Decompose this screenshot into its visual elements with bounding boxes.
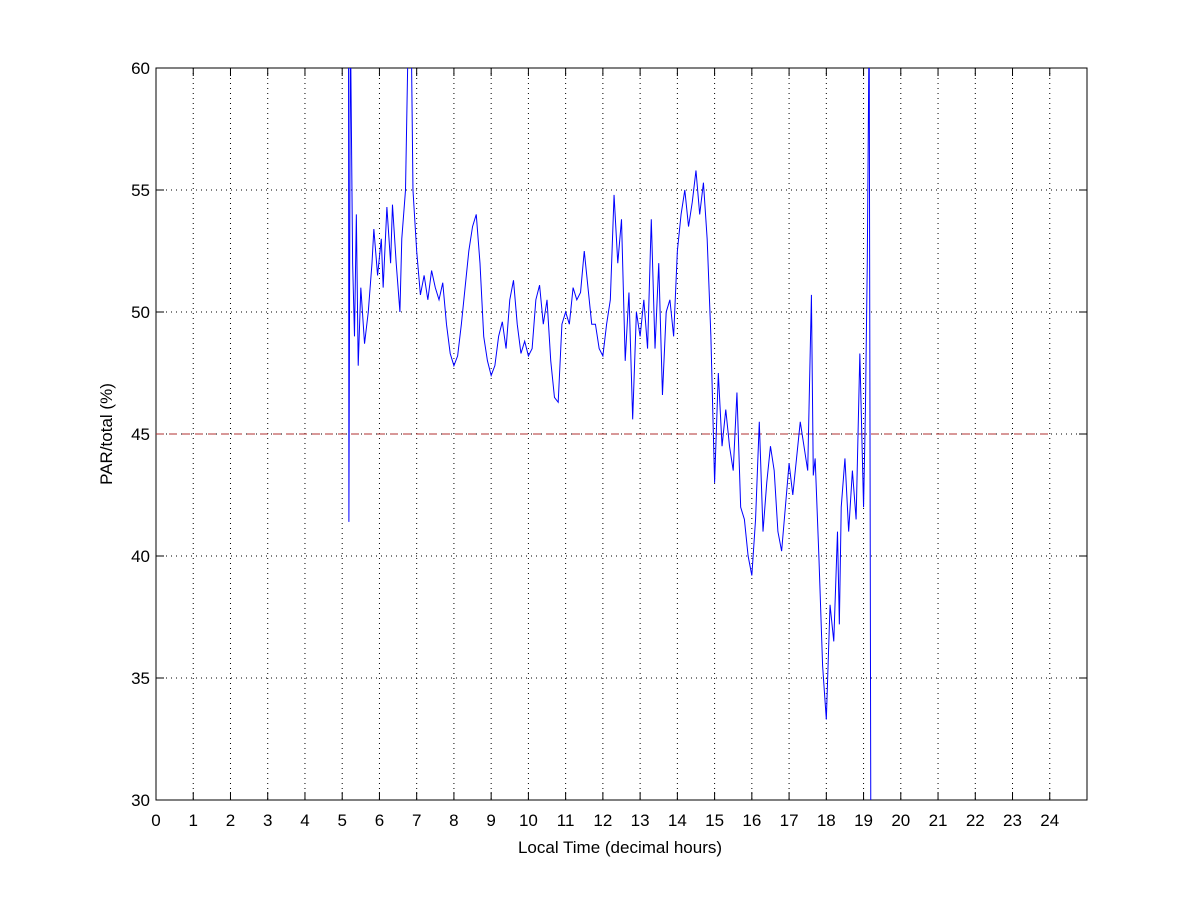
y-tick-label: 35: [131, 669, 150, 688]
x-tick-label: 10: [519, 811, 538, 830]
x-tick-label: 6: [375, 811, 384, 830]
x-tick-label: 23: [1003, 811, 1022, 830]
x-tick-label: 21: [929, 811, 948, 830]
y-tick-label: 60: [131, 59, 150, 78]
x-axis-label: Local Time (decimal hours): [518, 838, 722, 857]
x-tick-label: 14: [668, 811, 687, 830]
x-tick-label: 19: [854, 811, 873, 830]
x-tick-label: 5: [337, 811, 346, 830]
x-tick-label: 0: [151, 811, 160, 830]
y-tick-label: 55: [131, 181, 150, 200]
x-tick-label: 1: [189, 811, 198, 830]
x-tick-label: 7: [412, 811, 421, 830]
x-tick-label: 24: [1040, 811, 1059, 830]
x-tick-label: 3: [263, 811, 272, 830]
x-tick-label: 13: [631, 811, 650, 830]
x-tick-label: 9: [486, 811, 495, 830]
x-tick-label: 11: [557, 811, 575, 830]
y-tick-label: 30: [131, 791, 150, 810]
x-tick-label: 16: [742, 811, 761, 830]
x-tick-label: 8: [449, 811, 458, 830]
x-tick-label: 18: [817, 811, 836, 830]
x-tick-label: 22: [966, 811, 985, 830]
y-axis-label: PAR/total (%): [97, 383, 116, 485]
x-tick-label: 2: [226, 811, 235, 830]
y-tick-label: 45: [131, 425, 150, 444]
x-tick-label: 15: [705, 811, 724, 830]
x-tick-label: 4: [300, 811, 309, 830]
x-tick-label: 12: [593, 811, 612, 830]
y-tick-label: 50: [131, 303, 150, 322]
x-tick-label: 17: [780, 811, 799, 830]
y-tick-label: 40: [131, 547, 150, 566]
data-line: [348, 68, 872, 800]
x-tick-label: 20: [891, 811, 910, 830]
